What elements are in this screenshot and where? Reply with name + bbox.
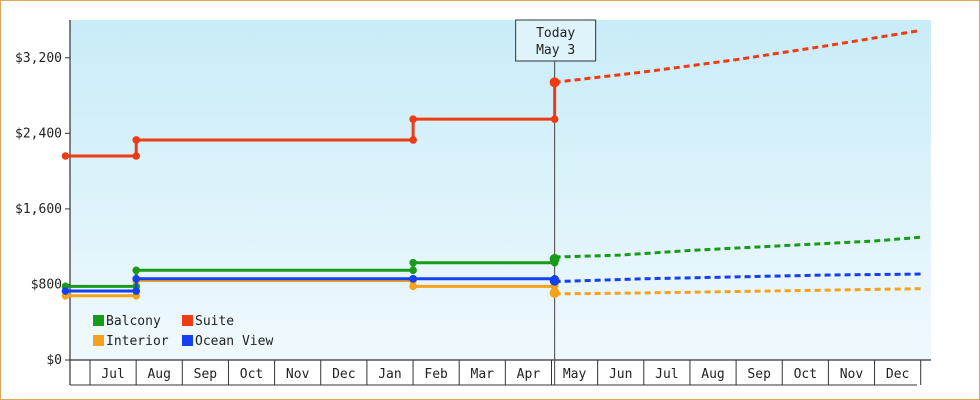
legend-label-ocean-view: Ocean View xyxy=(195,334,273,349)
plot-area xyxy=(70,20,931,360)
balcony-point xyxy=(549,253,560,264)
ocean-view-forecast-line xyxy=(554,272,921,284)
x-tick-label: Mar xyxy=(471,367,495,382)
x-tick-label: Jan xyxy=(378,367,401,382)
y-tick-label: $3,200 xyxy=(15,51,62,66)
interior-forecast-line xyxy=(554,287,921,296)
suite-point xyxy=(61,152,70,160)
suite-point xyxy=(132,136,141,144)
legend-swatch-balcony xyxy=(93,315,104,326)
legend: Balcony Suite Interior Ocean View xyxy=(93,314,273,349)
legend-swatch-suite xyxy=(182,315,193,326)
today-marker: Today May 3 xyxy=(515,19,597,385)
x-tick-label: Oct xyxy=(794,367,817,382)
ocean-view-point xyxy=(61,287,70,295)
suite-point xyxy=(409,136,417,144)
y-tick-label: $2,400 xyxy=(15,126,62,141)
balcony-point xyxy=(409,258,417,267)
x-tick-label: Nov xyxy=(286,367,310,382)
x-tick-label: Nov xyxy=(840,367,864,382)
y-axis: $0 $800 $1,600 $2,400 $3,200 xyxy=(15,20,71,385)
interior-point xyxy=(409,282,417,291)
x-tick-label: Aug xyxy=(701,367,724,382)
balcony-point xyxy=(409,266,417,275)
series-lines xyxy=(61,28,922,300)
legend-label-balcony: Balcony xyxy=(106,314,161,329)
suite-point xyxy=(132,152,141,160)
y-tick-label: $1,600 xyxy=(15,202,62,217)
x-tick-label: Feb xyxy=(424,367,448,382)
today-label: Today xyxy=(536,26,575,41)
y-tick-label: $800 xyxy=(31,277,62,292)
legend-swatch-ocean-view xyxy=(182,335,193,346)
x-tick-label: Apr xyxy=(517,367,541,382)
x-tick-label: Oct xyxy=(240,367,263,382)
today-box xyxy=(515,19,597,62)
x-tick-label: May xyxy=(563,367,587,382)
x-tick-label: Sep xyxy=(747,367,771,382)
x-axis: Jul Aug Sep Oct Nov Dec Jan Feb Mar Apr May Jun Jul A… xyxy=(70,359,931,386)
balcony-forecast-line xyxy=(554,235,921,259)
ocean-view-point xyxy=(409,274,417,283)
x-tick-label: Aug xyxy=(147,367,170,382)
suite-point xyxy=(409,115,417,123)
balcony-point xyxy=(132,266,141,275)
legend-label-interior: Interior xyxy=(106,334,169,349)
x-tick-label: Jul xyxy=(101,367,124,382)
ocean-view-point xyxy=(132,274,141,283)
x-tick-label: Jul xyxy=(655,367,678,382)
legend-label-suite: Suite xyxy=(195,314,234,329)
x-tick-label: Dec xyxy=(886,367,909,382)
suite-forecast-line xyxy=(554,28,922,84)
ocean-view-point xyxy=(132,287,141,295)
y-tick-label: $0 xyxy=(46,353,62,368)
x-tick-label: Jun xyxy=(609,367,632,382)
today-date: May 3 xyxy=(536,43,575,58)
x-tick-label: Dec xyxy=(332,367,355,382)
suite-point xyxy=(550,115,559,123)
x-tick-label: Sep xyxy=(194,367,218,382)
legend-swatch-interior xyxy=(93,335,104,346)
